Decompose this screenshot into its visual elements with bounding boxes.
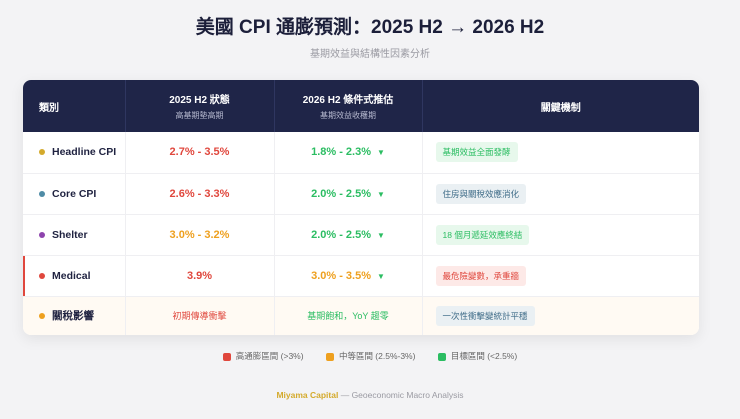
header-label: 2026 H2 條件式推估 — [302, 95, 394, 106]
table-row-shelter: Shelter 3.0% - 3.2% 2.0% - 2.5% ▼ 18 個月遞延… — [23, 214, 699, 256]
header-label: 2025 H2 狀態 — [169, 95, 230, 106]
value-text: 2.0% - 2.5% — [311, 228, 371, 241]
table-row-tariff: 關稅影響 初期傳導衝擊 基期飽和，YoY 趨零 一次性衝擊變統計平穩 — [23, 296, 699, 335]
footer: Miyama Capital — Geoeconomic Macro Analy… — [0, 390, 740, 400]
dot-icon — [39, 272, 45, 279]
mechanism-tag: 基期效益全面發酵 — [435, 142, 518, 163]
down-arrow-icon: ▼ — [377, 189, 385, 199]
red-swatch-icon — [222, 352, 231, 361]
mechanism-cell: 18 個月遞延效應終結 — [422, 214, 699, 256]
category-label: Headline CPI — [52, 146, 117, 159]
header-sublabel: 高基期墊高期 — [175, 111, 224, 120]
category-label: Medical — [52, 269, 91, 282]
header-label: 關鍵機制 — [540, 102, 581, 114]
value-text: 2.0% - 2.5% — [311, 187, 371, 200]
header-2025: 2025 H2 狀態 高基期墊高期 — [125, 80, 275, 132]
value-2026: 2.0% - 2.5% ▼ — [274, 214, 423, 256]
orange-swatch-icon — [325, 352, 334, 361]
category-cell: Shelter — [23, 214, 126, 256]
down-arrow-icon: ▼ — [377, 271, 385, 281]
value-2026: 1.8% - 2.3% ▼ — [274, 132, 423, 174]
legend-label: 中等區間 (2.5%-3%) — [338, 351, 416, 361]
header-sublabel: 基期效益收穫期 — [320, 111, 376, 120]
category-cell: 關稅影響 — [23, 296, 126, 335]
legend-item-mid: 中等區間 (2.5%-3%) — [325, 351, 416, 361]
value-2025: 2.7% - 3.5% — [125, 132, 275, 174]
value-2025: 初期傳導衝擊 — [125, 296, 275, 335]
mechanism-cell: 最危險變數，承重牆 — [422, 255, 699, 297]
legend-item-high: 高通膨區間 (>3%) — [222, 351, 304, 361]
legend-item-target: 目標區間 (<2.5%) — [437, 351, 518, 361]
legend: 高通膨區間 (>3%) 中等區間 (2.5%-3%) 目標區間 (<2.5%) — [0, 350, 740, 362]
value-2026: 3.0% - 3.5% ▼ — [274, 255, 423, 297]
legend-label: 高通膨區間 (>3%) — [235, 351, 304, 361]
green-swatch-icon — [437, 352, 446, 361]
dot-icon — [39, 149, 45, 156]
mechanism-tag: 18 個月遞延效應終結 — [435, 224, 530, 245]
cpi-table: 類別 2025 H2 狀態 高基期墊高期 2026 H2 條件式推估 基期效益收穫期… — [23, 80, 699, 335]
category-label: Core CPI — [52, 187, 97, 200]
header-label: 類別 — [39, 102, 59, 114]
value-2025: 2.6% - 3.3% — [125, 173, 275, 215]
category-label: Shelter — [52, 228, 88, 241]
table-row-medical: Medical 3.9% 3.0% - 3.5% ▼ 最危險變數，承重牆 — [23, 255, 699, 297]
mechanism-cell: 一次性衝擊變統計平穩 — [422, 296, 699, 335]
table-row-core: Core CPI 2.6% - 3.3% 2.0% - 2.5% ▼ 住房與關稅效… — [23, 173, 699, 215]
value-2026: 2.0% - 2.5% ▼ — [274, 173, 423, 215]
mechanism-cell: 基期效益全面發酵 — [422, 132, 699, 174]
value-2025: 3.9% — [125, 255, 275, 297]
dot-icon — [39, 231, 45, 238]
dot-icon — [39, 313, 45, 320]
category-label: 關稅影響 — [52, 310, 94, 323]
mechanism-cell: 住房與關稅效應消化 — [422, 173, 699, 215]
down-arrow-icon: ▼ — [377, 148, 385, 158]
value-text: 1.8% - 2.3% — [311, 146, 371, 159]
value-2025: 3.0% - 3.2% — [125, 214, 275, 256]
header-mechanism: 關鍵機制 — [422, 80, 699, 132]
table-row-headline: Headline CPI 2.7% - 3.5% 1.8% - 2.3% ▼ 基期… — [23, 132, 699, 174]
cpi-table-card: 類別 2025 H2 狀態 高基期墊高期 2026 H2 條件式推估 基期效益收穫期… — [23, 80, 699, 335]
category-cell: Core CPI — [23, 173, 126, 215]
header-2026: 2026 H2 條件式推估 基期效益收穫期 — [274, 80, 423, 132]
page-title: 美國 CPI 通膨預測：2025 H2 → 2026 H2 — [195, 17, 545, 38]
header-category: 類別 — [23, 80, 126, 132]
table-header-row: 類別 2025 H2 狀態 高基期墊高期 2026 H2 條件式推估 基期效益收穫期… — [23, 80, 699, 132]
category-cell: Medical — [23, 255, 126, 297]
mechanism-tag: 一次性衝擊變統計平穩 — [435, 305, 535, 326]
mechanism-tag: 住房與關稅效應消化 — [435, 183, 527, 204]
footer-brand: Miyama Capital — [276, 390, 339, 400]
mechanism-tag: 最危險變數，承重牆 — [435, 265, 527, 286]
page-subtitle: 基期效益與結構性因素分析 — [310, 49, 430, 60]
value-text: 3.0% - 3.5% — [311, 269, 371, 282]
footer-text: — Geoeconomic Macro Analysis — [338, 390, 464, 400]
category-cell: Headline CPI — [23, 132, 126, 174]
down-arrow-icon: ▼ — [377, 230, 385, 240]
legend-label: 目標區間 (<2.5%) — [450, 351, 518, 361]
value-2026: 基期飽和，YoY 趨零 — [274, 296, 423, 335]
dot-icon — [39, 190, 45, 197]
